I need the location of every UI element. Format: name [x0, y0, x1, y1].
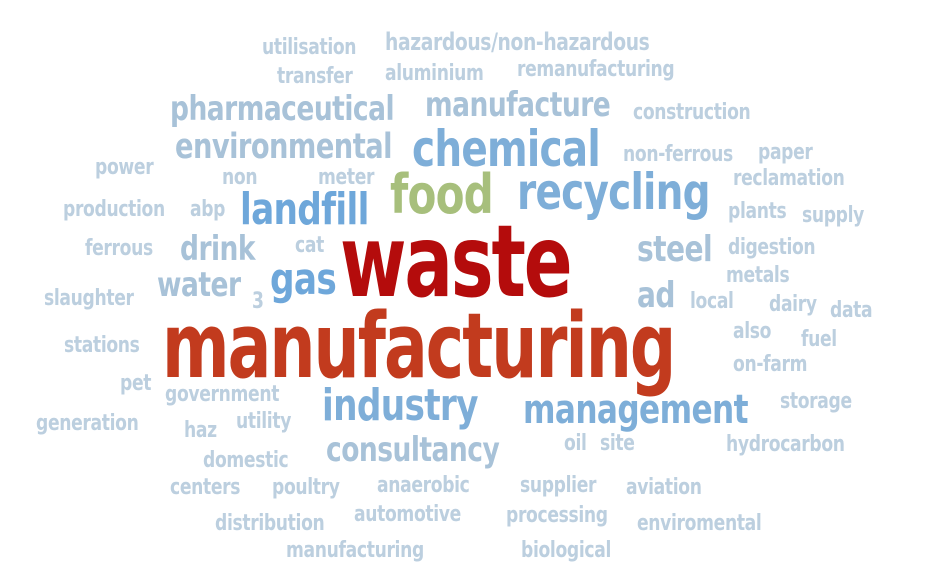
- word-haz: haz: [184, 418, 217, 443]
- word-management: management: [523, 387, 749, 433]
- word-oil: oil: [564, 431, 587, 456]
- word-recycling: recycling: [517, 163, 711, 221]
- word-construction: construction: [633, 100, 751, 125]
- word-production: production: [63, 197, 165, 222]
- word-supplier: supplier: [520, 473, 597, 498]
- word-reclamation: reclamation: [733, 166, 845, 191]
- word-aluminium: aluminium: [385, 61, 484, 86]
- word-domestic: domestic: [203, 448, 289, 473]
- word-enviromental: enviromental: [637, 511, 762, 536]
- word-remanufacturing: remanufacturing: [517, 57, 675, 82]
- word-abp: abp: [190, 197, 226, 222]
- word-3: 3: [252, 289, 264, 314]
- word-power: power: [95, 155, 154, 180]
- word-metals: metals: [726, 263, 790, 288]
- word-hydrocarbon: hydrocarbon: [726, 432, 845, 457]
- word-drink: drink: [180, 229, 256, 269]
- word-landfill: landfill: [240, 184, 369, 235]
- word-on-farm: on-farm: [733, 352, 808, 377]
- word-centers: centers: [170, 475, 241, 500]
- word-utilisation: utilisation: [262, 35, 357, 60]
- word-pharmaceutical: pharmaceutical: [170, 89, 395, 129]
- word-non: non: [222, 165, 258, 190]
- word-manufacturing-large: manufacturing: [162, 294, 676, 399]
- word-site: site: [600, 431, 635, 456]
- word-utility: utility: [236, 409, 292, 434]
- word-automotive: automotive: [354, 502, 461, 527]
- word-waste: waste: [340, 203, 573, 320]
- word-transfer: transfer: [277, 64, 353, 89]
- word-processing: processing: [506, 503, 608, 528]
- word-storage: storage: [780, 389, 852, 414]
- word-biological: biological: [521, 538, 612, 563]
- word-pet: pet: [120, 371, 152, 396]
- word-consultancy: consultancy: [326, 430, 500, 470]
- word-non-ferrous: non-ferrous: [623, 142, 733, 167]
- word-food: food: [390, 163, 494, 226]
- word-industry: industry: [322, 380, 479, 431]
- word-cat: cat: [295, 233, 324, 258]
- word-ferrous: ferrous: [85, 236, 153, 261]
- word-digestion: digestion: [728, 235, 816, 260]
- word-aviation: aviation: [626, 475, 702, 500]
- word-supply: supply: [802, 203, 865, 228]
- word-government: government: [165, 382, 280, 407]
- word-data: data: [830, 298, 873, 323]
- word-generation: generation: [36, 411, 139, 436]
- word-fuel: fuel: [801, 327, 837, 352]
- word-gas: gas: [270, 254, 337, 305]
- word-also: also: [733, 319, 772, 344]
- word-steel: steel: [637, 229, 713, 270]
- word-manufacture: manufacture: [425, 85, 611, 125]
- word-meter: meter: [318, 165, 375, 190]
- word-paper: paper: [758, 140, 813, 165]
- word-hazardous-non-hazardous: hazardous/non-hazardous: [385, 28, 650, 56]
- word-water: water: [157, 265, 241, 305]
- word-poultry: poultry: [272, 475, 340, 500]
- word-dairy: dairy: [769, 292, 817, 317]
- word-chemical: chemical: [412, 120, 601, 178]
- word-anaerobic: anaerobic: [377, 473, 470, 498]
- word-manufacturing-small: manufacturing: [286, 538, 424, 563]
- word-slaughter: slaughter: [44, 286, 134, 311]
- word-plants: plants: [728, 199, 787, 224]
- word-ad: ad: [637, 275, 675, 316]
- word-distribution: distribution: [215, 511, 325, 536]
- word-stations: stations: [64, 333, 140, 358]
- word-local: local: [690, 289, 734, 314]
- word-environmental: environmental: [175, 127, 392, 167]
